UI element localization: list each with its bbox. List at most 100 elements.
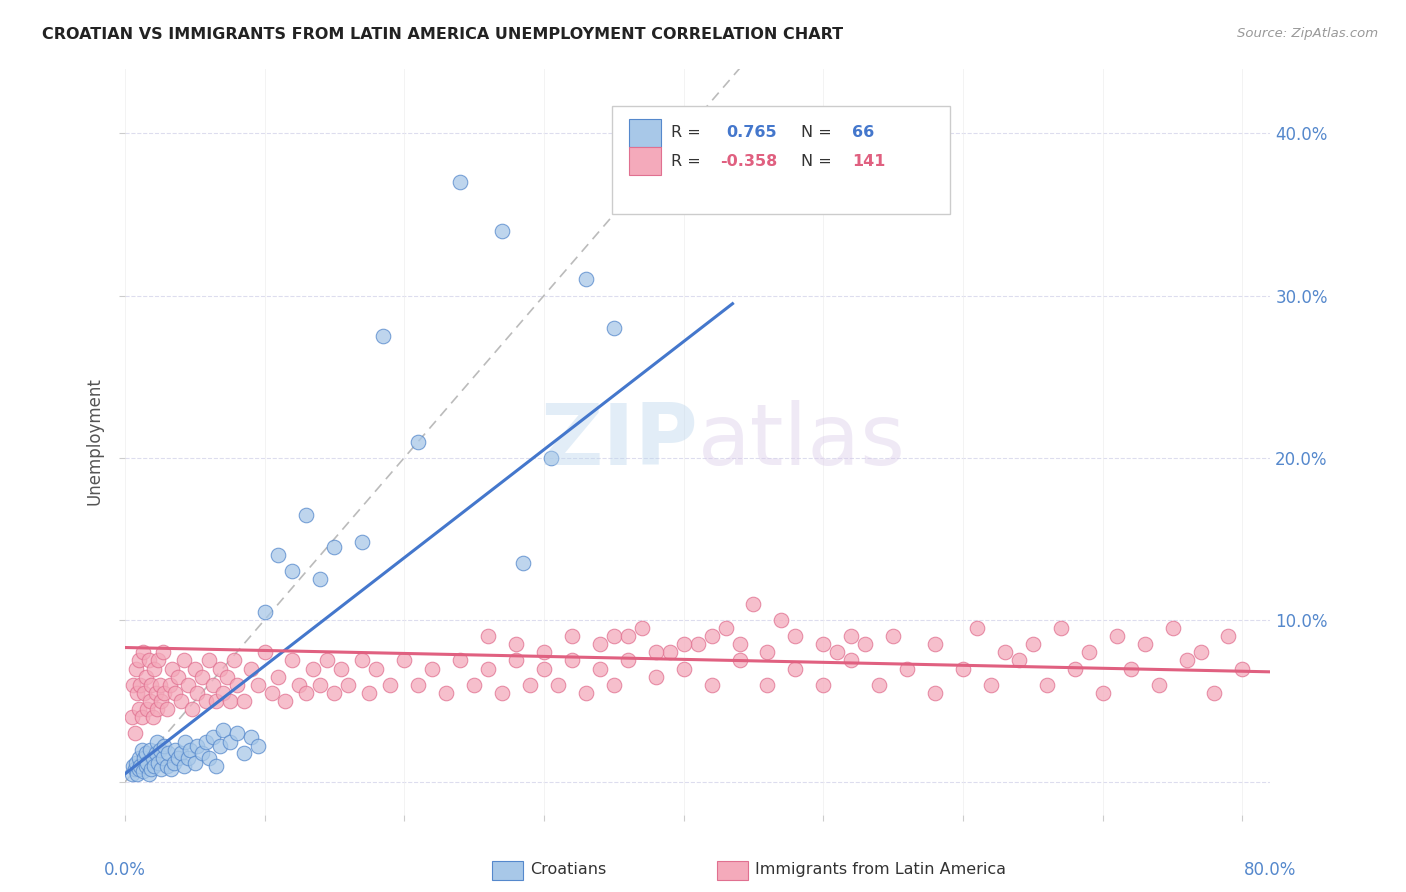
Point [138,767,160,781]
Text: -0.358: -0.358 [720,153,778,169]
Point [742,597,765,611]
Point [183,756,205,770]
Point [141,678,163,692]
Point [616,629,638,643]
Point [295,508,318,522]
Point [260,686,283,700]
Point [159,678,181,692]
Point [129,678,152,692]
Point [253,645,276,659]
Point [813,637,835,651]
Point [1022,637,1045,651]
Point [183,662,205,676]
Point [420,662,443,676]
Point [146,734,169,748]
Point [309,678,332,692]
Point [589,662,612,676]
Point [201,730,224,744]
Point [135,746,157,760]
Point [770,613,793,627]
Point [561,653,583,667]
Point [924,686,946,700]
Point [449,175,471,189]
Point [129,759,152,773]
Point [163,756,186,770]
Point [165,742,187,756]
Point [135,759,157,773]
Point [121,767,143,781]
Point [966,621,988,635]
Point [215,670,238,684]
Point [630,621,652,635]
Point [533,645,555,659]
Point [302,662,325,676]
Point [232,694,254,708]
Point [142,751,165,765]
Point [194,694,217,708]
Point [994,645,1017,659]
Point [952,662,974,676]
Bar [628,147,661,175]
Point [253,605,276,619]
Point [839,629,862,643]
Point [153,739,176,754]
Point [728,637,751,651]
Point [658,645,681,659]
Point [148,653,170,667]
Point [603,629,626,643]
Point [561,629,583,643]
Point [540,450,562,465]
Point [686,637,709,651]
Point [148,756,170,770]
Point [491,224,513,238]
Point [143,662,166,676]
Point [156,702,179,716]
Point [157,746,180,760]
Point [1204,686,1226,700]
Point [491,686,513,700]
Point [150,694,173,708]
Point [868,678,890,692]
Point [128,702,150,716]
Point [373,329,395,343]
Point [288,678,311,692]
Point [218,694,240,708]
Bar [628,119,661,147]
Point [728,653,751,667]
Point [756,645,779,659]
Point [186,686,208,700]
Text: 80.0%: 80.0% [1244,861,1296,879]
Point [352,535,374,549]
Point [141,762,163,776]
Point [246,739,269,754]
Point [1091,686,1114,700]
Point [145,746,167,760]
Point [167,670,190,684]
Point [575,686,598,700]
Point [125,756,148,770]
Point [143,759,166,773]
Point [134,751,156,765]
Point [785,662,807,676]
Point [316,653,339,667]
Point [512,556,534,570]
Text: R =: R = [671,153,702,169]
Point [128,751,150,765]
Point [128,762,150,776]
Point [281,653,304,667]
Point [337,678,360,692]
Point [839,653,862,667]
Text: N =: N = [800,125,831,140]
Point [477,662,499,676]
Point [533,662,555,676]
Point [785,629,807,643]
Point [134,686,156,700]
Point [394,653,416,667]
Point [463,678,485,692]
Point [135,670,157,684]
Point [186,739,208,754]
Point [139,742,162,756]
Point [827,645,849,659]
Point [179,742,201,756]
Point [980,678,1002,692]
